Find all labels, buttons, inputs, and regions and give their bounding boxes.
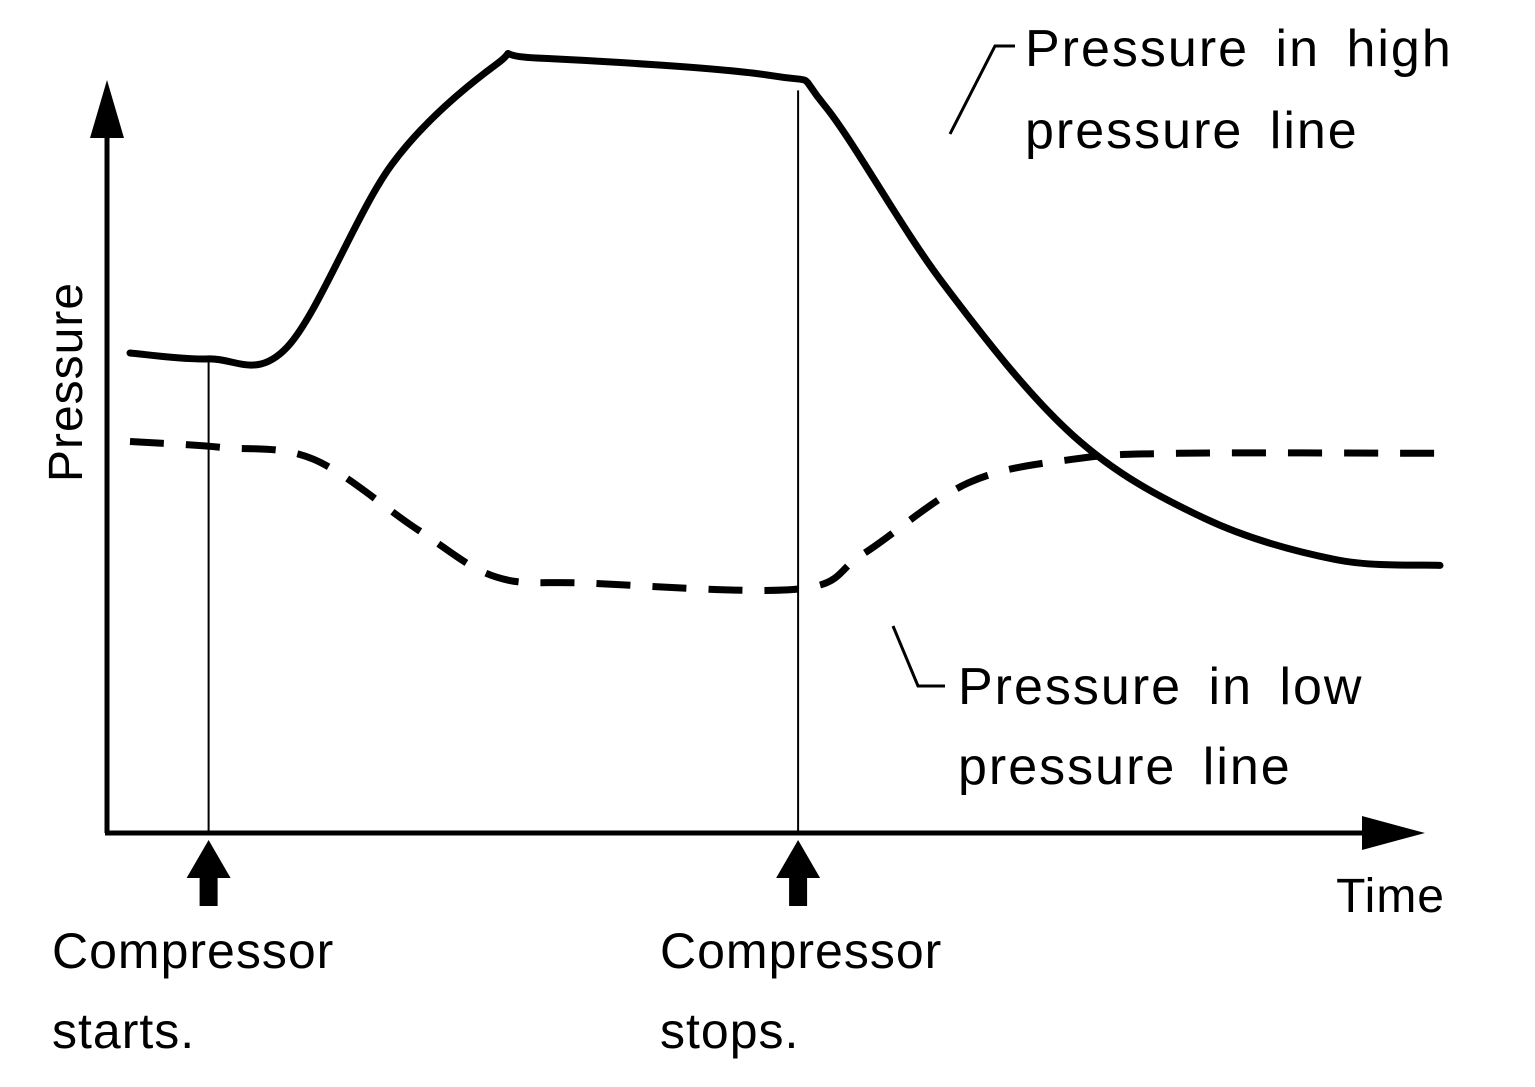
compressor-start-label-line-2: starts.: [52, 1003, 195, 1059]
high-pressure-legend-label-line-2: pressure line: [1025, 102, 1359, 160]
high-pressure-series-line: [126, 49, 1444, 569]
high-pressure-leader-line: [948, 44, 1015, 135]
compressor-start-label-line-1: Compressor: [52, 923, 334, 979]
y-axis-label: Pressure: [40, 282, 93, 482]
low-pressure-legend-label-line-2: pressure line: [958, 738, 1292, 796]
compressor-stop-label-line-1: Compressor: [660, 923, 942, 979]
high-pressure-legend-label-line-1: Pressure in high: [1025, 20, 1453, 78]
compressor-stop-label-line-2: stops.: [660, 1003, 799, 1059]
y-axis-arrowhead: [90, 80, 124, 138]
low-pressure-leader-line: [891, 625, 945, 688]
low-pressure-legend-label-line-1: Pressure in low: [958, 658, 1363, 716]
compressor-start-arrow-icon: [186, 840, 231, 906]
x-axis-label: Time: [1336, 870, 1445, 923]
low-pressure-series-line: [129, 438, 1441, 594]
x-axis-arrowhead: [1362, 816, 1425, 850]
compressor-stop-arrow-icon: [776, 840, 821, 906]
